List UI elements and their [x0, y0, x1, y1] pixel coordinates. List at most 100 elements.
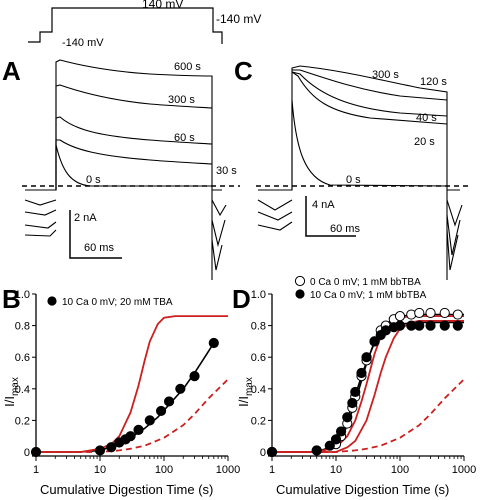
data-point-filled	[425, 320, 436, 331]
y-axis-label-d-main: I/I	[236, 396, 251, 407]
data-point-filled	[208, 337, 219, 349]
x-tick-label: 1000	[216, 464, 240, 476]
data-point-filled	[439, 320, 450, 331]
current-traces	[257, 65, 463, 280]
data-point-filled	[452, 320, 463, 331]
trace-label-600s: 600 s	[174, 61, 201, 73]
y-tick-label: 0	[24, 447, 30, 459]
data-point-filled	[342, 412, 353, 423]
red-dashed-curve	[272, 378, 465, 453]
data-point-open	[394, 311, 406, 322]
data-point-filled	[106, 442, 117, 453]
x-tick-label: 10	[94, 464, 106, 476]
data-point-filled	[414, 320, 425, 331]
protocol-trace	[28, 7, 223, 44]
y-axis-label-d-sub: max	[244, 377, 255, 396]
trace-300s	[258, 65, 460, 191]
y-tick-label: 0.6	[251, 352, 266, 364]
trace-20s	[291, 71, 448, 125]
voltage-protocol: -140 mV 140 mV -140 mV	[28, 0, 261, 49]
data-point-filled	[133, 424, 144, 435]
y-axis-label-b: I/Imax	[2, 377, 21, 407]
x-tick-label: 1	[269, 464, 275, 476]
y-tick-label: 0.8	[251, 321, 266, 333]
trace-600s	[25, 59, 222, 191]
data-point-filled	[94, 445, 106, 456]
trace-30s	[55, 139, 213, 190]
data-point-filled	[311, 445, 322, 456]
data-point-filled	[324, 440, 335, 451]
y-axis-label-d: I/Imax	[236, 377, 255, 407]
y-tick-label: 0	[260, 447, 266, 459]
red-solid-curve	[272, 319, 464, 453]
y-tick-label: 0.4	[15, 384, 30, 396]
svg-text:I/Imax: I/Imax	[236, 377, 255, 407]
trace-label-20s: 20 s	[414, 136, 435, 148]
data-point-open	[452, 309, 463, 320]
protocol-label-hold-right: -140 mV	[216, 12, 261, 26]
data-point-filled	[347, 397, 358, 409]
legend-marker-filled	[47, 296, 57, 306]
y-tick-label: 0.2	[251, 415, 266, 427]
data-point-open	[414, 307, 425, 319]
x-axis-label-b: Cumulative Digestion Time (s)	[40, 482, 213, 497]
data-point-filled	[175, 383, 186, 394]
scale-bar-c-lines	[305, 196, 356, 237]
legend-label: 10 Ca 0 mV; 1 mM bbTBA	[310, 290, 427, 301]
data-point-filled	[335, 426, 347, 437]
fit-line-curve	[272, 321, 464, 453]
trace-label-0s: 0 s	[346, 174, 361, 186]
trace-label-60s: 60 s	[174, 132, 195, 144]
trace-120s	[292, 69, 448, 101]
trace-label-40s: 40 s	[416, 112, 437, 124]
scale-bar-a-lines	[69, 210, 122, 259]
scale-bar-c: 4 nA 60 ms	[305, 196, 360, 237]
x-axis-label-d: Cumulative Digestion Time (s)	[276, 482, 449, 497]
data-point-filled	[144, 415, 155, 426]
x-tick-label: 100	[391, 464, 409, 476]
trace-label-30s: 30 s	[216, 165, 237, 177]
protocol-label-hold-left: -140 mV	[62, 37, 104, 49]
scale-bar-a-current: 2 nA	[74, 212, 97, 224]
scale-bar-a: 2 nA 60 ms	[69, 210, 122, 259]
svg-text:I/Imax: I/Imax	[2, 377, 21, 407]
x-tick-label: 100	[155, 464, 173, 476]
legend-label: 10 Ca 0 mV; 20 mM TBA	[62, 297, 173, 308]
scale-bar-c-time: 60 ms	[330, 223, 360, 235]
y-tick-label: 0.4	[251, 384, 266, 396]
plot-area-d: 0 0.2 0.4 0.6 0.8 1.0 1 10 100 1000 0 Ca 0 mV; 1 m…	[251, 275, 476, 476]
tail-currents-right	[211, 199, 227, 271]
trace-40s	[291, 71, 448, 117]
legend-label: 0 Ca 0 mV; 1 mM bbTBA	[310, 277, 421, 288]
legend-marker-open	[294, 275, 306, 287]
data-point-filled	[350, 386, 361, 398]
chart-d: D 0 0.2 0.4 0.6 0.8 1.0 1 10 100 1000 0 Ca 0 mV; 1…	[232, 275, 476, 497]
x-tick-label: 1	[33, 464, 39, 476]
x-tick-label: 1000	[452, 464, 476, 476]
data-point-filled	[330, 434, 342, 445]
red-dashed-curve	[36, 378, 229, 453]
plot-area-b: 0 0.2 0.4 0.6 0.8 1.0 1 10 100 1000 10 Ca 0 mV; 20…	[15, 289, 241, 476]
current-traces	[24, 59, 227, 280]
x-tick-label: 10	[330, 464, 342, 476]
panel-letter-d: D	[232, 284, 251, 314]
y-tick-label: 0.6	[15, 352, 30, 364]
trace-300s	[55, 84, 213, 190]
y-axis-label-b-sub: max	[10, 377, 21, 396]
data-point-open	[425, 307, 436, 319]
data-point-filled	[125, 431, 136, 442]
data-point-filled	[266, 446, 278, 458]
trace-label-0s: 0 s	[86, 174, 101, 186]
trace-0s	[291, 99, 448, 190]
data-point-filled	[369, 336, 380, 347]
y-tick-label: 1.0	[251, 289, 266, 301]
scale-bar-a-time: 60 ms	[84, 242, 114, 254]
trace-0s	[55, 144, 212, 190]
scale-bar-c-current: 4 nA	[312, 199, 335, 211]
red-solid-curve	[272, 315, 464, 453]
trace-label-300s: 300 s	[168, 94, 195, 106]
legend-marker-filled	[295, 289, 305, 299]
data-point-filled	[30, 446, 42, 458]
